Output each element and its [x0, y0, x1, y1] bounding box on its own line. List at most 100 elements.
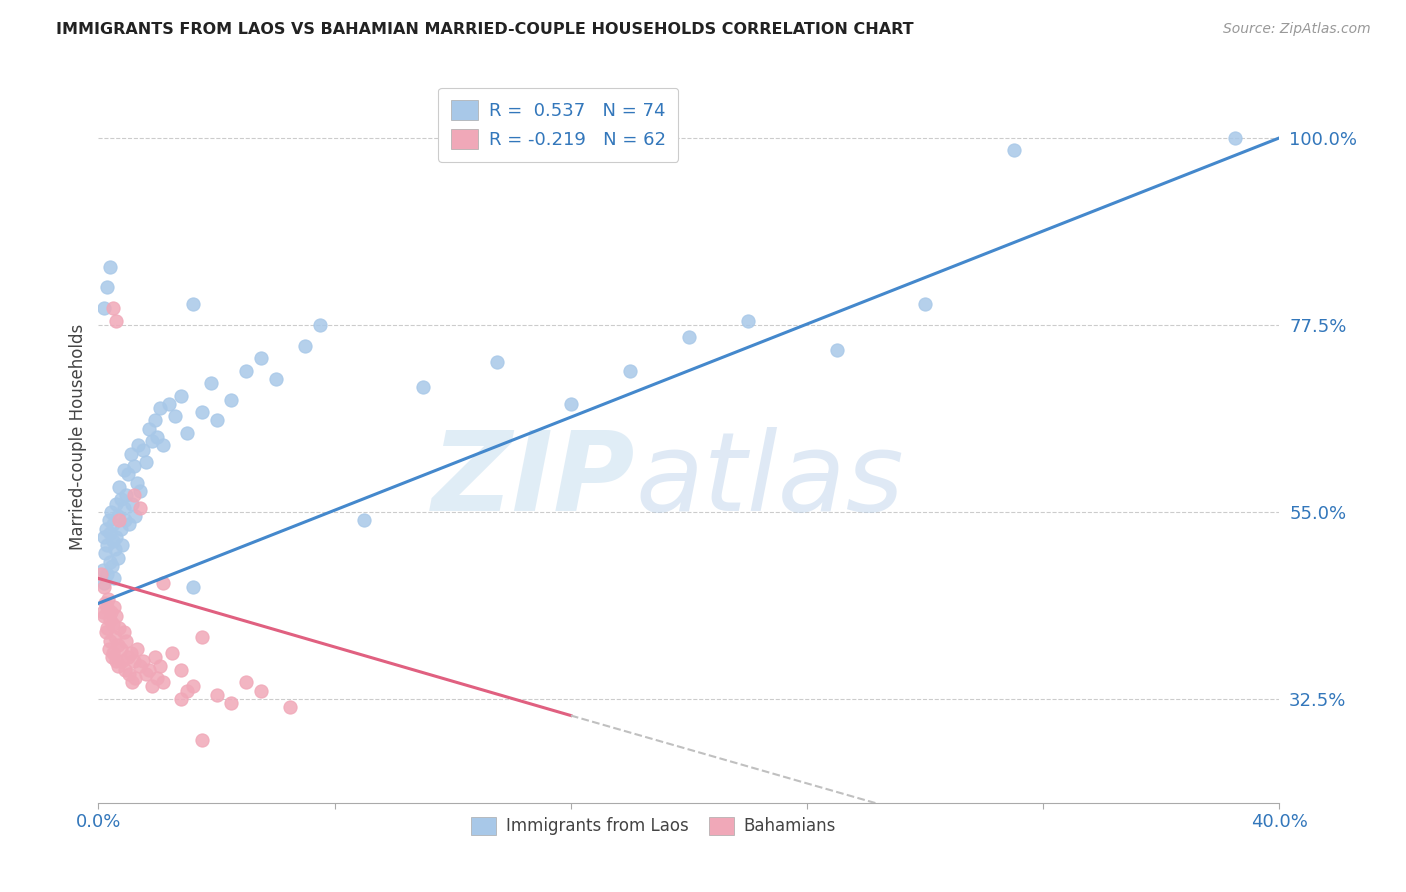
- Point: [91, 563, 114, 577]
- Point: [122, 459, 145, 474]
- Point: [93, 580, 115, 594]
- Point: [90, 567, 112, 582]
- Point: [221, 696, 243, 710]
- Point: [737, 314, 759, 328]
- Point: [176, 425, 198, 440]
- Point: [235, 675, 257, 690]
- Point: [96, 621, 118, 635]
- Point: [200, 376, 222, 390]
- Point: [250, 351, 273, 365]
- Point: [120, 646, 142, 660]
- Point: [914, 297, 936, 311]
- Text: ZIP: ZIP: [432, 427, 636, 534]
- Point: [114, 663, 136, 677]
- Point: [97, 592, 120, 607]
- Point: [94, 546, 117, 560]
- Point: [157, 397, 180, 411]
- Point: [98, 555, 121, 569]
- Point: [103, 646, 125, 660]
- Point: [103, 517, 125, 532]
- Point: [94, 625, 117, 640]
- Point: [127, 438, 149, 452]
- Point: [124, 509, 146, 524]
- Point: [170, 663, 193, 677]
- Point: [118, 667, 141, 681]
- Point: [93, 301, 115, 316]
- Point: [107, 638, 129, 652]
- Point: [128, 500, 150, 515]
- Point: [143, 650, 166, 665]
- Point: [165, 409, 187, 424]
- Point: [111, 655, 134, 669]
- Point: [152, 675, 174, 690]
- Point: [120, 447, 142, 461]
- Point: [118, 517, 141, 532]
- Point: [98, 525, 121, 540]
- Point: [112, 500, 135, 515]
- Point: [104, 630, 127, 644]
- Point: [108, 480, 131, 494]
- Point: [122, 655, 145, 669]
- Point: [143, 413, 166, 427]
- Point: [100, 650, 122, 665]
- Point: [121, 497, 143, 511]
- Point: [176, 683, 198, 698]
- Point: [264, 372, 287, 386]
- Point: [121, 675, 143, 690]
- Point: [146, 671, 169, 685]
- Point: [149, 658, 172, 673]
- Legend: Immigrants from Laos, Bahamians: Immigrants from Laos, Bahamians: [464, 810, 842, 842]
- Point: [103, 571, 125, 585]
- Point: [105, 530, 128, 544]
- Point: [110, 642, 132, 657]
- Point: [205, 688, 228, 702]
- Point: [105, 314, 128, 328]
- Point: [678, 330, 700, 344]
- Point: [138, 663, 160, 677]
- Point: [128, 658, 150, 673]
- Point: [108, 621, 131, 635]
- Point: [98, 260, 121, 274]
- Point: [125, 642, 148, 657]
- Point: [146, 430, 169, 444]
- Point: [112, 625, 135, 640]
- Point: [191, 733, 214, 747]
- Point: [112, 463, 135, 477]
- Point: [135, 667, 157, 681]
- Point: [152, 575, 174, 590]
- Point: [152, 438, 174, 452]
- Point: [94, 596, 117, 610]
- Point: [560, 397, 582, 411]
- Point: [149, 401, 172, 415]
- Point: [141, 680, 163, 694]
- Point: [124, 671, 146, 685]
- Point: [115, 488, 138, 502]
- Point: [104, 655, 127, 669]
- Point: [104, 542, 127, 557]
- Point: [91, 605, 114, 619]
- Point: [110, 492, 132, 507]
- Point: [96, 280, 118, 294]
- Point: [101, 617, 124, 632]
- Point: [97, 642, 120, 657]
- Point: [93, 608, 115, 623]
- Point: [100, 605, 122, 619]
- Point: [100, 505, 122, 519]
- Point: [191, 630, 214, 644]
- Point: [103, 600, 125, 615]
- Point: [619, 363, 641, 377]
- Point: [103, 301, 125, 316]
- Point: [170, 388, 193, 402]
- Point: [353, 513, 375, 527]
- Point: [280, 700, 302, 714]
- Point: [235, 363, 257, 377]
- Point: [96, 600, 118, 615]
- Point: [114, 513, 136, 527]
- Point: [107, 658, 129, 673]
- Point: [100, 558, 122, 573]
- Point: [138, 422, 160, 436]
- Point: [170, 692, 193, 706]
- Point: [96, 567, 118, 582]
- Point: [221, 392, 243, 407]
- Point: [125, 475, 148, 490]
